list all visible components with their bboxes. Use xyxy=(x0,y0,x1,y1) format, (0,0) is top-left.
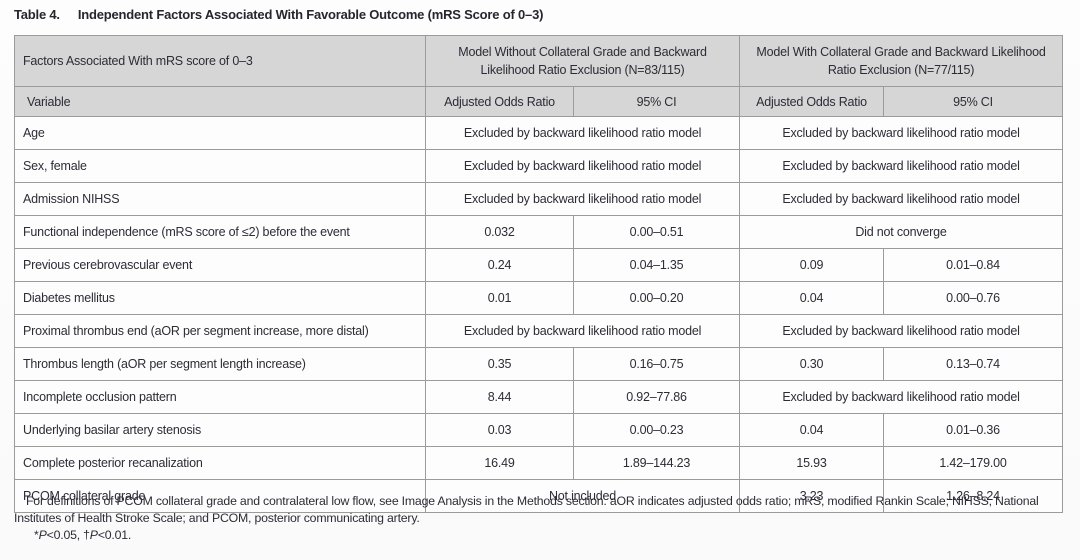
factor-column-header: Factors Associated With mRS score of 0–3 xyxy=(14,35,426,87)
table-title-text: Independent Factors Associated With Favo… xyxy=(77,7,544,22)
value-cell: 0.92–77.86 xyxy=(573,380,740,414)
value-cell: 8.44 xyxy=(425,380,574,414)
footnote-pvalues: *P<0.05, †P<0.01. xyxy=(14,527,1066,544)
value-cell: 0.16–0.75 xyxy=(573,347,740,381)
group-header-row: Factors Associated With mRS score of 0–3… xyxy=(14,35,1064,87)
value-cell: Excluded by backward likelihood ratio mo… xyxy=(738,380,1064,414)
table-row: Functional independence (mRS score of ≤2… xyxy=(14,215,1064,249)
variable-cell: PCOM collateral grade xyxy=(14,479,426,513)
aor-header-model2: Adjusted Odds Ratio xyxy=(739,86,884,117)
ci-header-model1: 95% CI xyxy=(573,86,740,117)
table-row: Incomplete occlusion pattern 8.44 0.92–77.… xyxy=(14,380,1064,414)
value-cell: Did not converge xyxy=(738,215,1064,249)
pvalue-p1: P xyxy=(38,528,47,542)
aor-header-model1: Adjusted Odds Ratio xyxy=(425,86,574,117)
variable-column-header: Variable xyxy=(14,86,426,117)
value-cell: 0.30 xyxy=(739,347,884,381)
table-body: Age Excluded by backward likelihood ratio… xyxy=(14,116,1064,513)
value-cell: 0.00–0.23 xyxy=(573,413,740,447)
variable-cell: Sex, female xyxy=(14,149,426,183)
table-row: Sex, female Excluded by backward likeliho… xyxy=(14,149,1064,183)
table-row: Complete posterior recanalization 16.49 1.… xyxy=(14,446,1064,480)
table-caption: Table 4. Independent Factors Associated W… xyxy=(14,7,543,22)
variable-cell: Admission NIHSS xyxy=(14,182,426,216)
factors-table: Factors Associated With mRS score of 0–3… xyxy=(14,35,1064,513)
value-cell: 0.01 xyxy=(425,281,574,315)
value-cell: 1.89–144.23 xyxy=(573,446,740,480)
value-cell: 0.24 xyxy=(425,248,574,282)
model-with-collateral-header: Model With Collateral Grade and Backward… xyxy=(738,35,1064,87)
variable-cell: Thrombus length (aOR per segment length … xyxy=(14,347,426,381)
variable-cell: Diabetes mellitus xyxy=(14,281,426,315)
table-row: Diabetes mellitus 0.01 0.00–0.20 0.04 0.00–0… xyxy=(14,281,1064,315)
value-cell: Excluded by backward likelihood ratio mo… xyxy=(425,182,740,216)
value-cell: Excluded by backward likelihood ratio mo… xyxy=(425,314,740,348)
table-number: Table 4. xyxy=(14,7,60,22)
value-cell: 0.03 xyxy=(425,413,574,447)
pvalue-p2: P xyxy=(89,528,98,542)
value-cell: 1.42–179.00 xyxy=(882,446,1064,480)
table-row: PCOM collateral grade Not included 3.23 1.2… xyxy=(14,479,1064,513)
variable-cell: Age xyxy=(14,116,426,150)
value-cell: Excluded by backward likelihood ratio mo… xyxy=(738,314,1064,348)
variable-cell: Functional independence (mRS score of ≤2… xyxy=(14,215,426,249)
value-cell: 0.04 xyxy=(739,413,884,447)
pvalue-star: * xyxy=(34,528,39,542)
value-cell: 0.01–0.36 xyxy=(882,413,1064,447)
value-cell: 3.23 xyxy=(739,479,884,513)
value-cell: 1.26–8.24 xyxy=(882,479,1064,513)
ci-header-model2: 95% CI xyxy=(882,86,1064,117)
value-cell: 0.00–0.76 xyxy=(882,281,1064,315)
value-cell: 0.13–0.74 xyxy=(882,347,1064,381)
pvalue-seg1: <0.05, † xyxy=(46,528,90,542)
table-row: Proximal thrombus end (aOR per segment i… xyxy=(14,314,1064,348)
value-cell: 0.09 xyxy=(739,248,884,282)
pvalue-seg2: <0.01. xyxy=(97,528,132,542)
value-cell: 0.04 xyxy=(739,281,884,315)
variable-cell: Proximal thrombus end (aOR per segment i… xyxy=(14,314,426,348)
value-cell: Excluded by backward likelihood ratio mo… xyxy=(738,182,1064,216)
value-cell: 0.01–0.84 xyxy=(882,248,1064,282)
value-cell: Excluded by backward likelihood ratio mo… xyxy=(425,149,740,183)
variable-cell: Previous cerebrovascular event xyxy=(14,248,426,282)
value-cell: 16.49 xyxy=(425,446,574,480)
table-row: Admission NIHSS Excluded by backward like… xyxy=(14,182,1064,216)
table-header: Factors Associated With mRS score of 0–3… xyxy=(14,35,1064,117)
variable-cell: Complete posterior recanalization xyxy=(14,446,426,480)
table-row: Underlying basilar artery stenosis 0.03 0.… xyxy=(14,413,1064,447)
variable-cell: Underlying basilar artery stenosis xyxy=(14,413,426,447)
table-footnotes: For definitions of PCOM collateral grade… xyxy=(14,493,1066,544)
value-cell: 15.93 xyxy=(739,446,884,480)
value-cell: 0.00–0.20 xyxy=(573,281,740,315)
value-cell: Excluded by backward likelihood ratio mo… xyxy=(738,116,1064,150)
table-row: Age Excluded by backward likelihood ratio… xyxy=(14,116,1064,150)
value-cell: 0.04–1.35 xyxy=(573,248,740,282)
model-without-collateral-header: Model Without Collateral Grade and Backw… xyxy=(425,35,740,87)
table-row: Previous cerebrovascular event 0.24 0.04–1… xyxy=(14,248,1064,282)
value-cell: 0.35 xyxy=(425,347,574,381)
sub-header-row: Variable Adjusted Odds Ratio 95% CI Adju… xyxy=(14,86,1064,117)
footnote-definitions: For definitions of PCOM collateral grade… xyxy=(14,494,1039,525)
value-cell: Excluded by backward likelihood ratio mo… xyxy=(738,149,1064,183)
value-cell: Excluded by backward likelihood ratio mo… xyxy=(425,116,740,150)
table-row: Thrombus length (aOR per segment length … xyxy=(14,347,1064,381)
value-cell: 0.00–0.51 xyxy=(573,215,740,249)
value-cell: 0.032 xyxy=(425,215,574,249)
variable-cell: Incomplete occlusion pattern xyxy=(14,380,426,414)
